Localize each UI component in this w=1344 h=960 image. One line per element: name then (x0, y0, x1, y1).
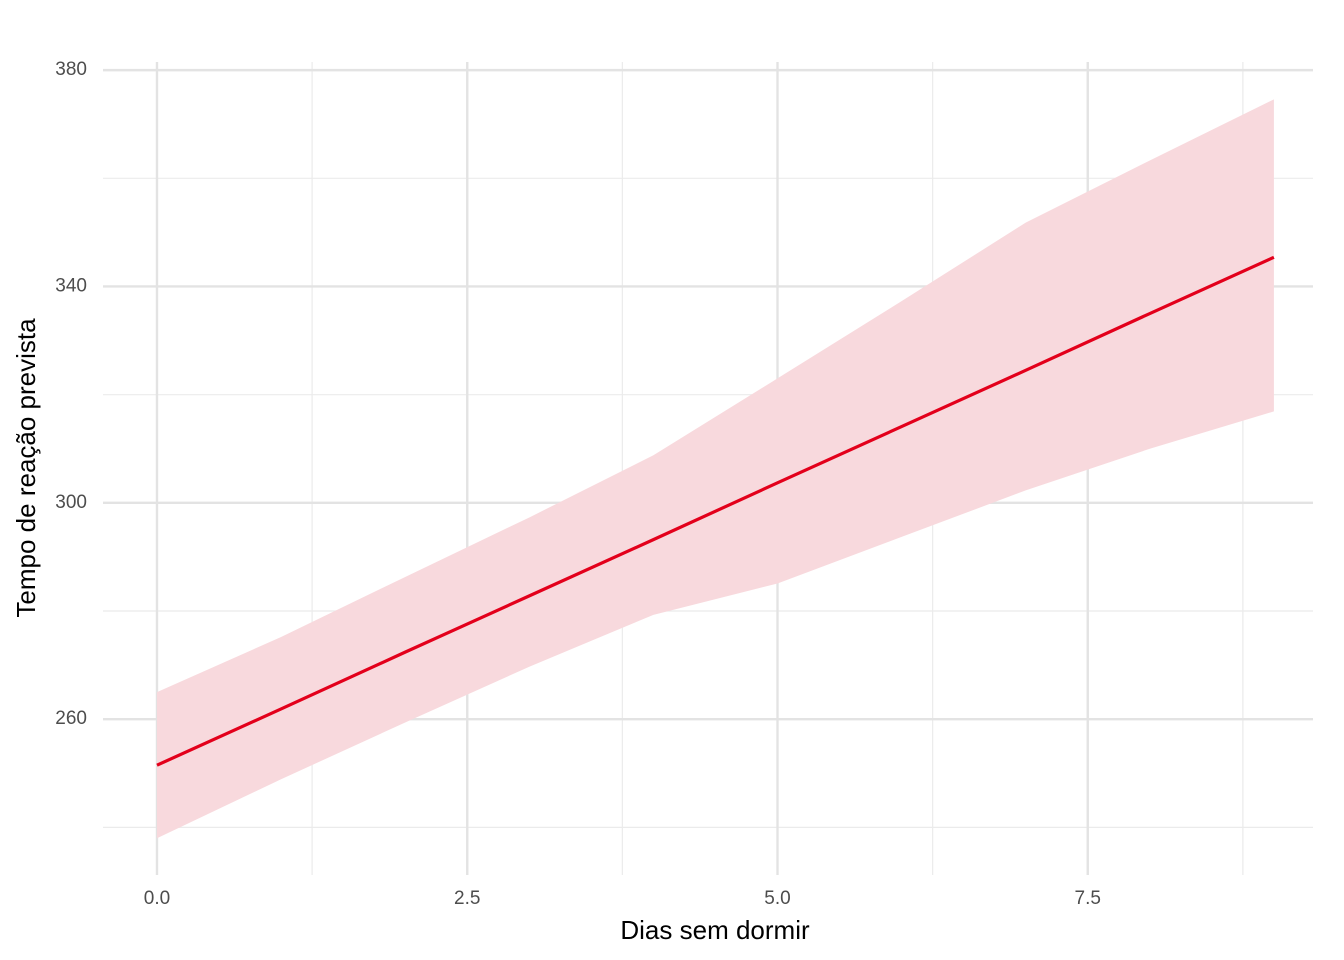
x-tick-label: 0.0 (144, 888, 170, 909)
y-tick-label: 260 (55, 708, 87, 729)
confidence-band (156, 99, 1274, 839)
line (156, 255, 1275, 767)
x-tick-label: 7.5 (1075, 888, 1101, 909)
y-tick-label: 340 (55, 275, 87, 296)
y-axis-title: Tempo de reação prevista (11, 318, 41, 618)
y-tick-label: 300 (55, 492, 87, 513)
x-tick-label: 2.5 (454, 888, 480, 909)
x-tick-label: 5.0 (764, 888, 790, 909)
x-axis-title: Dias sem dormir (620, 915, 810, 945)
marks (156, 99, 1275, 839)
y-tick-label: 380 (55, 59, 87, 80)
